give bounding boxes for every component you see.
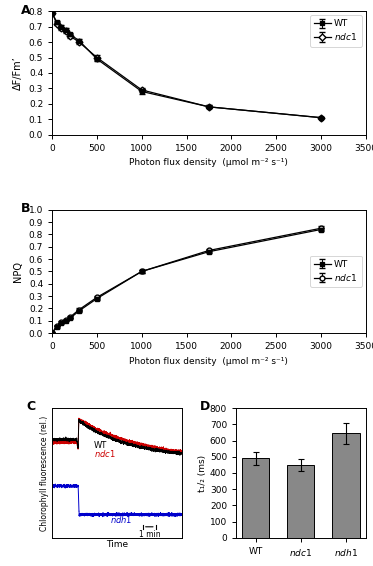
Legend: WT, $ndc1$: WT, $ndc1$	[310, 256, 362, 288]
X-axis label: Photon flux density  (μmol m⁻² s⁻¹): Photon flux density (μmol m⁻² s⁻¹)	[129, 357, 288, 366]
X-axis label: Time: Time	[106, 541, 128, 550]
Text: WT: WT	[94, 441, 107, 450]
Y-axis label: ΔF/Fm’: ΔF/Fm’	[13, 56, 23, 90]
Y-axis label: t₁/₂ (ms): t₁/₂ (ms)	[198, 454, 207, 491]
Text: 1 min: 1 min	[138, 530, 160, 539]
Text: A: A	[21, 4, 31, 17]
Bar	[332, 434, 360, 538]
X-axis label: Photon flux density  (μmol m⁻² s⁻¹): Photon flux density (μmol m⁻² s⁻¹)	[129, 158, 288, 167]
Y-axis label: NPQ: NPQ	[13, 261, 23, 282]
Legend: WT, $ndc1$: WT, $ndc1$	[310, 15, 362, 46]
Bar	[242, 458, 269, 538]
Bar	[287, 465, 314, 538]
Text: D: D	[200, 401, 210, 414]
Text: $ndc1$: $ndc1$	[94, 448, 115, 458]
Text: C: C	[26, 401, 35, 414]
Y-axis label: Chlorophyll fluorescence (rel.): Chlorophyll fluorescence (rel.)	[40, 415, 50, 530]
Text: $ndh1$: $ndh1$	[110, 514, 133, 525]
Text: B: B	[21, 203, 30, 216]
